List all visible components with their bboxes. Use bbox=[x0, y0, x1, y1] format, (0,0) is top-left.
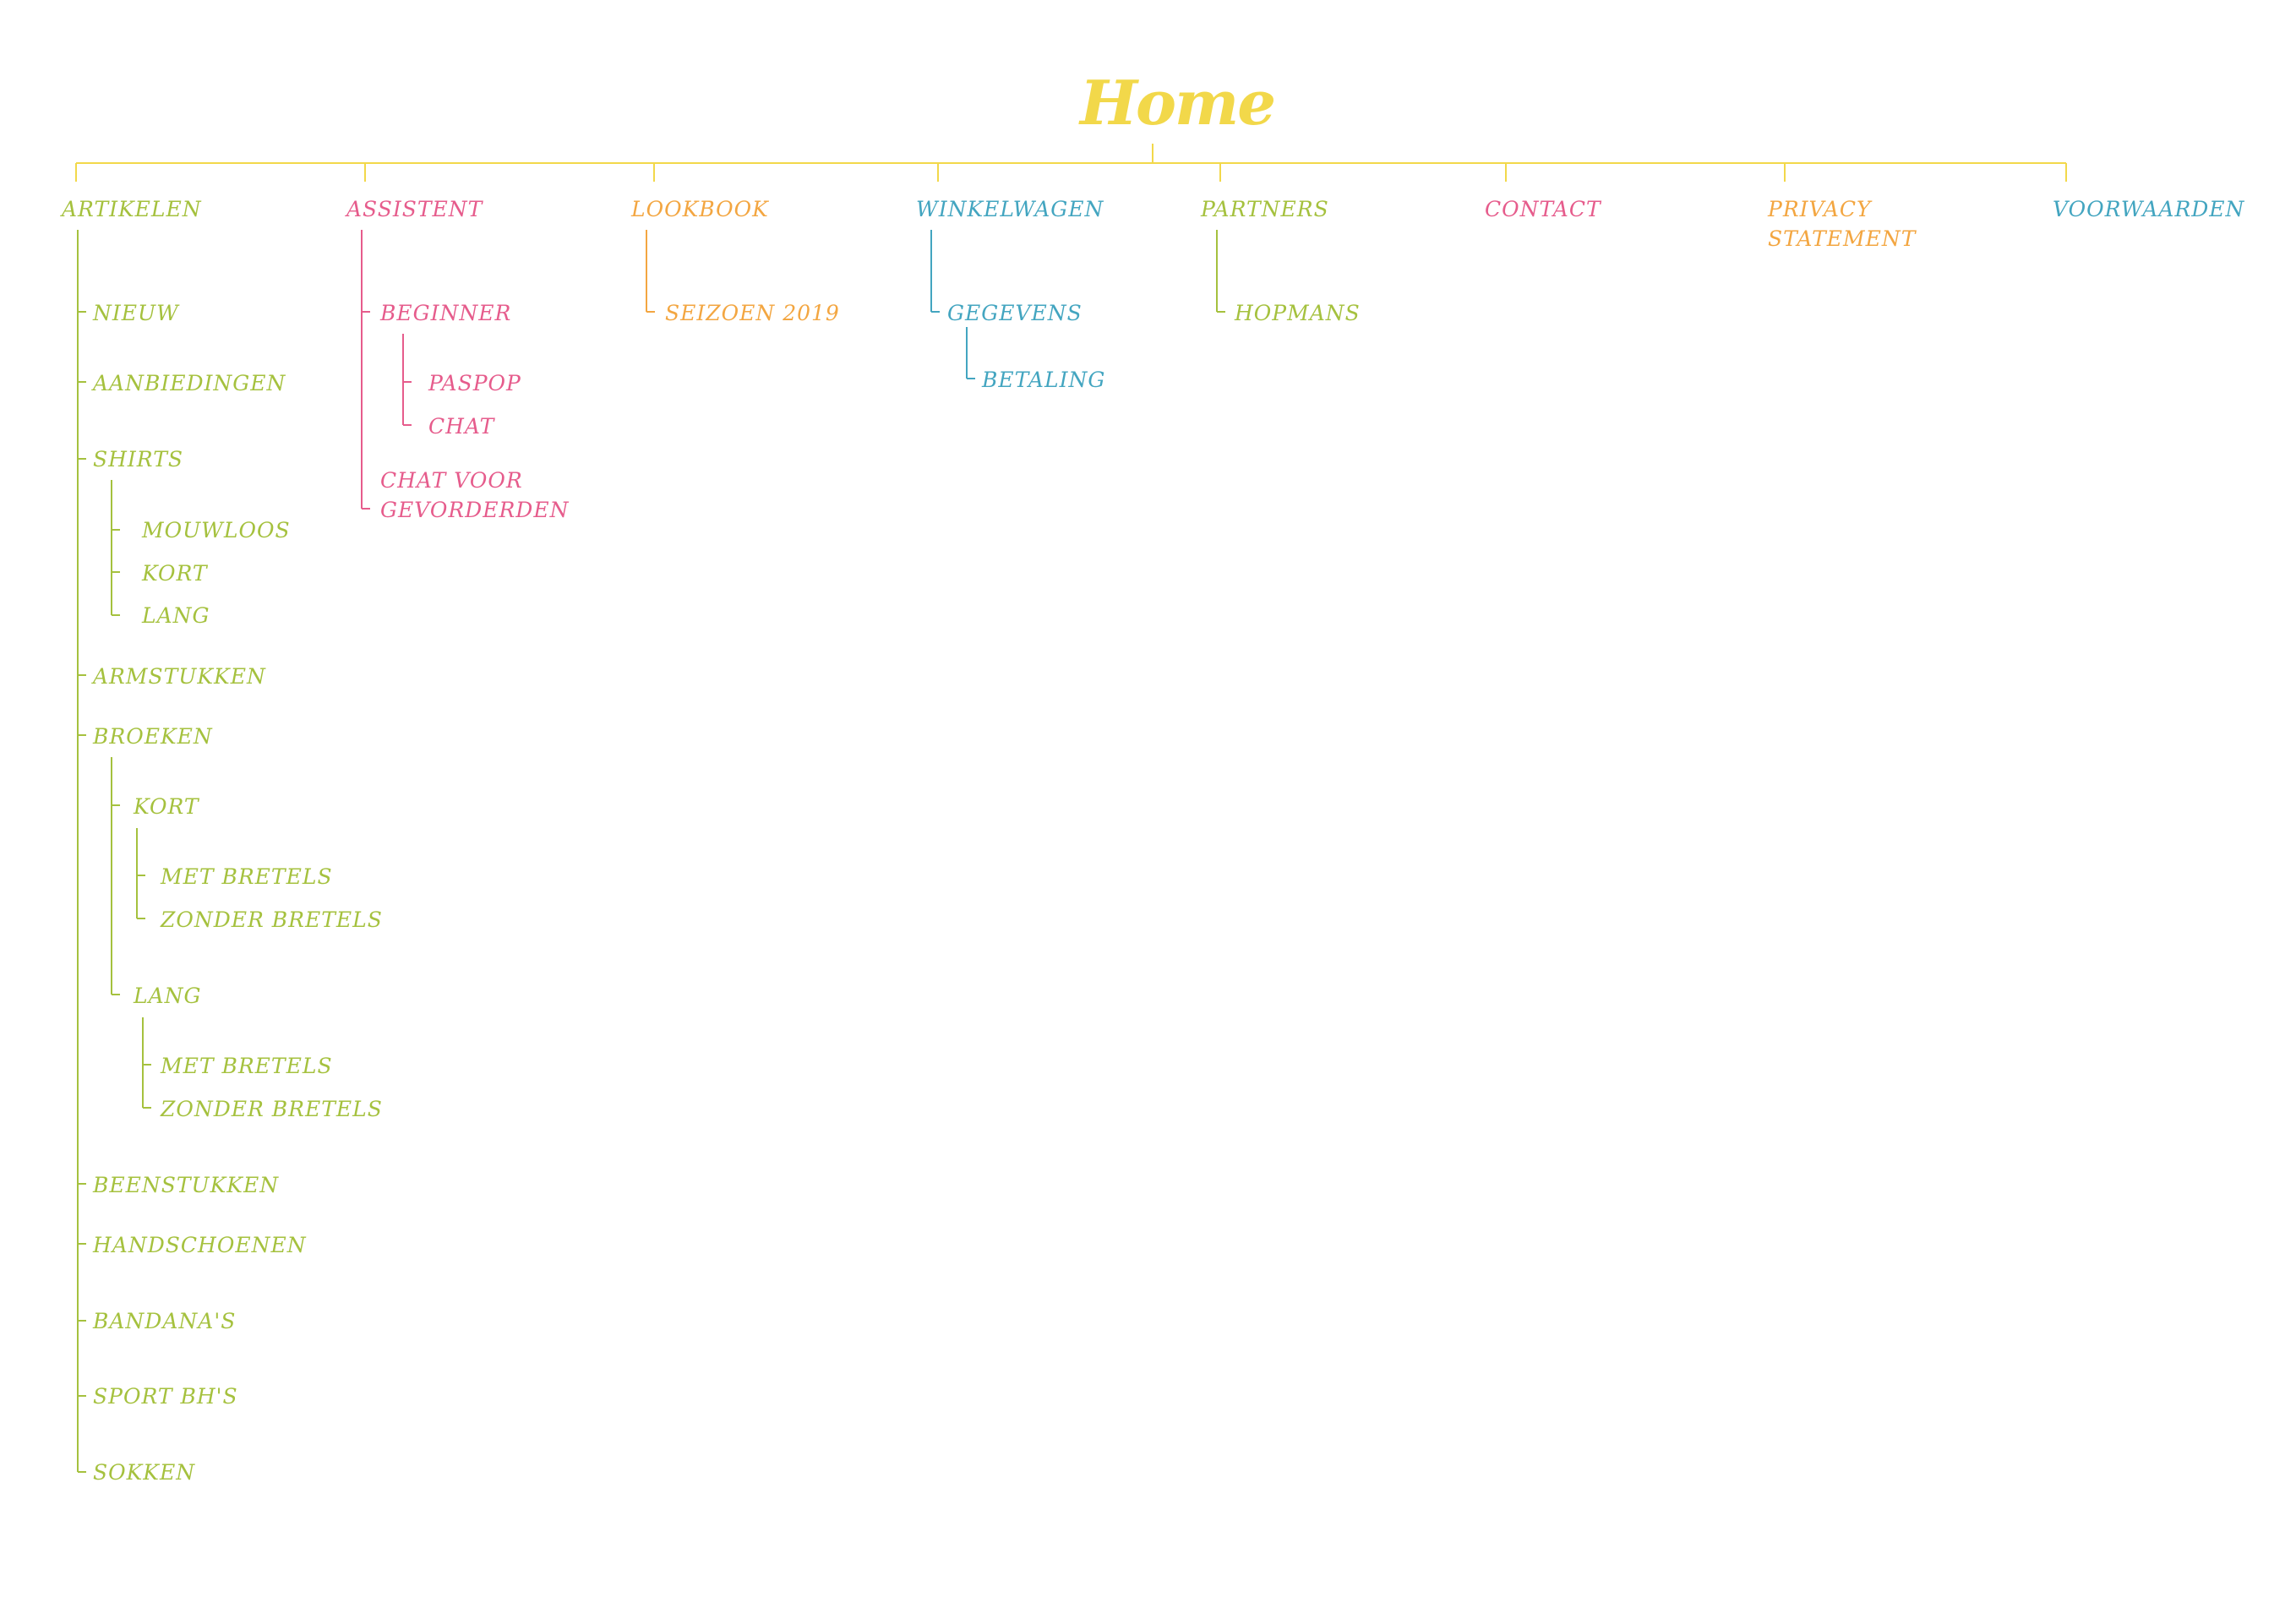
node-broeken: BROEKEN bbox=[93, 724, 213, 749]
node-broeken-kort-zonder-bretels: ZONDER BRETELS bbox=[161, 908, 383, 932]
node-chat: CHAT bbox=[428, 414, 495, 439]
node-seizoen-2019: SEIZOEN 2019 bbox=[665, 301, 840, 325]
node-armstukken: ARMSTUKKEN bbox=[93, 664, 266, 689]
node-shirts-mouwloos: MOUWLOOS bbox=[142, 518, 291, 542]
node-handschoenen: HANDSCHOENEN bbox=[93, 1233, 307, 1257]
node-winkelwagen: WINKELWAGEN bbox=[916, 197, 1104, 221]
node-beenstukken: BEENSTUKKEN bbox=[93, 1173, 280, 1197]
node-hopmans: HOPMANS bbox=[1235, 301, 1361, 325]
node-chat-voor-gevorderden: CHAT VOOR GEVORDERDEN bbox=[380, 468, 570, 522]
node-paspop: PASPOP bbox=[428, 371, 521, 395]
node-artikelen: ARTIKELEN bbox=[62, 197, 202, 221]
node-broeken-lang-met-bretels: MET BRETELS bbox=[161, 1054, 333, 1078]
node-broeken-lang: LANG bbox=[134, 984, 202, 1008]
node-broeken-kort: KORT bbox=[134, 794, 199, 819]
node-shirts-kort: KORT bbox=[142, 561, 208, 586]
node-lookbook: LOOKBOOK bbox=[631, 197, 769, 221]
node-broeken-lang-zonder-bretels: ZONDER BRETELS bbox=[161, 1097, 383, 1121]
node-contact: CONTACT bbox=[1485, 197, 1601, 221]
node-gegevens: GEGEVENS bbox=[947, 301, 1083, 325]
home-node: Home bbox=[1080, 67, 1276, 139]
node-beginner: BEGINNER bbox=[380, 301, 512, 325]
node-nieuw: NIEUW bbox=[93, 301, 179, 325]
node-partners: PARTNERS bbox=[1201, 197, 1329, 221]
node-voorwaarden: VOORWAARDEN bbox=[2053, 197, 2245, 221]
node-aanbiedingen: AANBIEDINGEN bbox=[93, 371, 286, 395]
node-shirts: SHIRTS bbox=[93, 447, 183, 471]
node-betaling: BETALING bbox=[982, 368, 1106, 392]
node-sokken: SOKKEN bbox=[93, 1460, 196, 1485]
node-sport-bhs: SPORT BH'S bbox=[93, 1384, 238, 1409]
node-privacy-statement: PRIVACY STATEMENT bbox=[1768, 197, 1917, 251]
node-broeken-kort-met-bretels: MET BRETELS bbox=[161, 864, 333, 889]
node-shirts-lang: LANG bbox=[142, 603, 210, 628]
node-assistent: ASSISTENT bbox=[346, 197, 483, 221]
node-bandanas: BANDANA'S bbox=[93, 1309, 237, 1333]
